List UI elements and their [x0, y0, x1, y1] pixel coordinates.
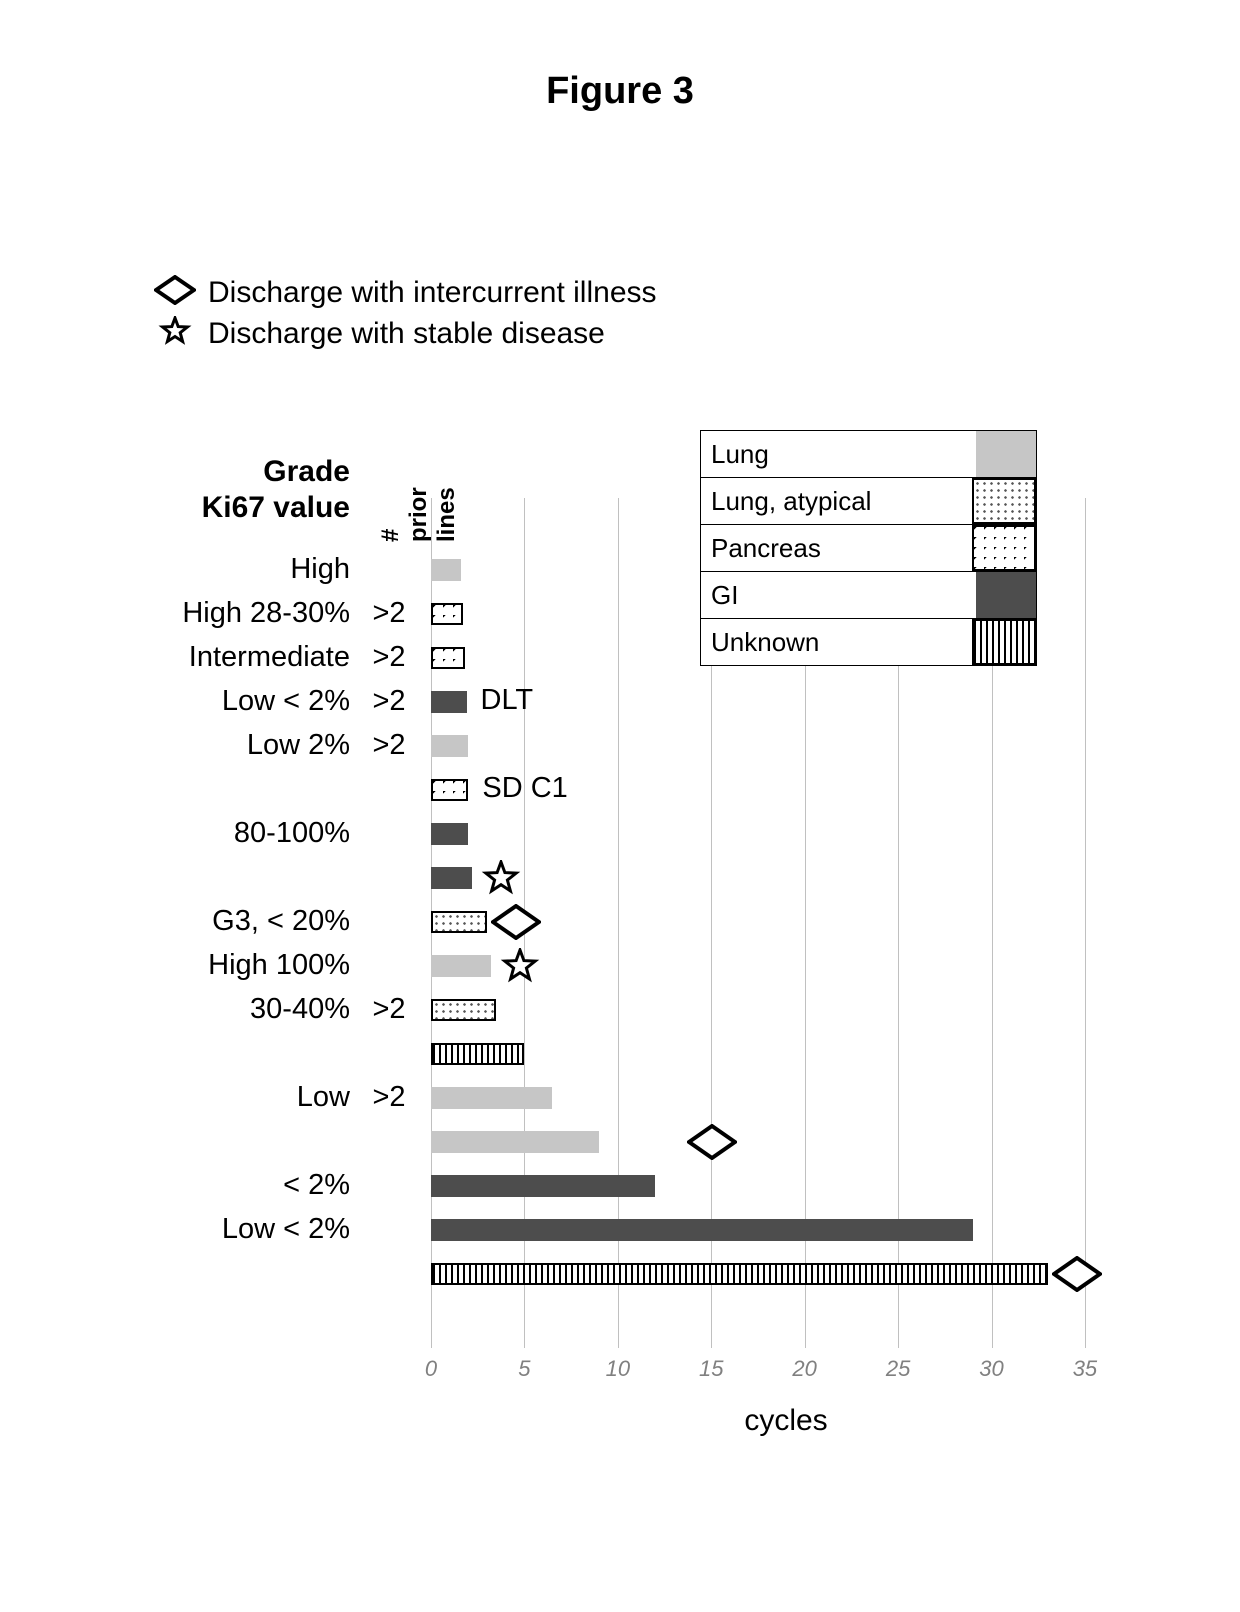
row-label: < 2% [95, 1169, 350, 1202]
row-prior-lines: >2 [357, 641, 421, 674]
row-prior-lines: >2 [357, 1081, 421, 1114]
x-tick: 35 [1073, 1356, 1097, 1382]
row-label: High 100% [95, 949, 350, 982]
swimmer-bar [431, 1219, 973, 1241]
swimmer-bar [431, 1043, 524, 1065]
x-axis-label: cycles [431, 1404, 1141, 1438]
swimmer-bar [431, 955, 491, 977]
x-tick: 0 [425, 1356, 437, 1382]
header-ki67: Ki67 value [95, 491, 350, 525]
swimmer-bar [431, 1175, 655, 1197]
row-label: High [95, 553, 350, 586]
row-prior-lines: >2 [357, 685, 421, 718]
swimmer-bar [431, 911, 487, 933]
swimmer-bar [431, 867, 472, 889]
row-label: Low 2% [95, 729, 350, 762]
row-annotation: SD C1 [482, 772, 567, 805]
x-tick: 15 [699, 1356, 723, 1382]
tissue-legend-row: Unknown [701, 619, 1036, 665]
row-label: Low [95, 1081, 350, 1114]
header-prior-lines: # prior lines [377, 487, 461, 542]
swimmer-bar [431, 735, 468, 757]
row-annotation: DLT [481, 684, 534, 717]
swimmer-bar [431, 647, 465, 669]
x-tick: 25 [886, 1356, 910, 1382]
discharge-legend-row: Discharge with intercurrent illness [150, 275, 657, 310]
tissue-legend-label: Lung, atypical [701, 478, 972, 524]
tissue-legend-row: Lung [701, 431, 1036, 478]
swimmer-bar [431, 999, 496, 1021]
x-tick: 5 [518, 1356, 530, 1382]
tissue-legend-label: Unknown [701, 619, 972, 665]
x-tick: 20 [792, 1356, 816, 1382]
diamond-icon [491, 904, 541, 945]
tissue-legend-swatch [972, 619, 1036, 665]
gridline [1085, 498, 1086, 1348]
x-axis-ticks: 05101520253035 [431, 1356, 1141, 1386]
star-icon [495, 948, 545, 989]
swimmer-bar [431, 1131, 599, 1153]
row-label: Low < 2% [95, 685, 350, 718]
swimmer-bar [431, 1263, 1048, 1285]
diamond-icon [1052, 1256, 1102, 1297]
figure-title: Figure 3 [0, 70, 1240, 113]
diamond-icon [150, 275, 200, 310]
tissue-legend: LungLung, atypicalPancreasGIUnknown [700, 430, 1037, 666]
star-icon [150, 316, 200, 351]
row-prior-lines: >2 [357, 993, 421, 1026]
discharge-legend-row: Discharge with stable disease [150, 316, 657, 351]
discharge-legend-label: Discharge with intercurrent illness [208, 276, 657, 310]
discharge-legend: Discharge with intercurrent illness Disc… [150, 275, 657, 357]
swimmer-bar [431, 603, 463, 625]
tissue-legend-row: GI [701, 572, 1036, 619]
row-label: 30-40% [95, 993, 350, 1026]
row-label: Intermediate [95, 641, 350, 674]
swimmer-bar [431, 691, 467, 713]
row-label: G3, < 20% [95, 905, 350, 938]
swimmer-bar [431, 559, 461, 581]
x-tick: 10 [606, 1356, 630, 1382]
row-label: High 28-30% [95, 597, 350, 630]
row-label: Low < 2% [95, 1213, 350, 1246]
star-icon [476, 860, 526, 901]
row-prior-lines: >2 [357, 597, 421, 630]
tissue-legend-label: Lung [701, 431, 976, 477]
plot-area: DLT SD C1 [431, 548, 1141, 1348]
row-label: 80-100% [95, 817, 350, 850]
swimmer-bar [431, 823, 468, 845]
tissue-legend-label: GI [701, 572, 976, 618]
tissue-legend-row: Pancreas [701, 525, 1036, 572]
tissue-legend-swatch [976, 431, 1036, 477]
tissue-legend-swatch [972, 478, 1036, 524]
tissue-legend-row: Lung, atypical [701, 478, 1036, 525]
diamond-icon [687, 1124, 737, 1165]
swimmer-bar [431, 779, 468, 801]
tissue-legend-swatch [976, 572, 1036, 618]
discharge-legend-label: Discharge with stable disease [208, 317, 605, 351]
x-tick: 30 [979, 1356, 1003, 1382]
header-grade: Grade [95, 455, 350, 489]
tissue-legend-label: Pancreas [701, 525, 972, 571]
tissue-legend-swatch [972, 525, 1036, 571]
row-prior-lines: >2 [357, 729, 421, 762]
swimmer-bar [431, 1087, 552, 1109]
